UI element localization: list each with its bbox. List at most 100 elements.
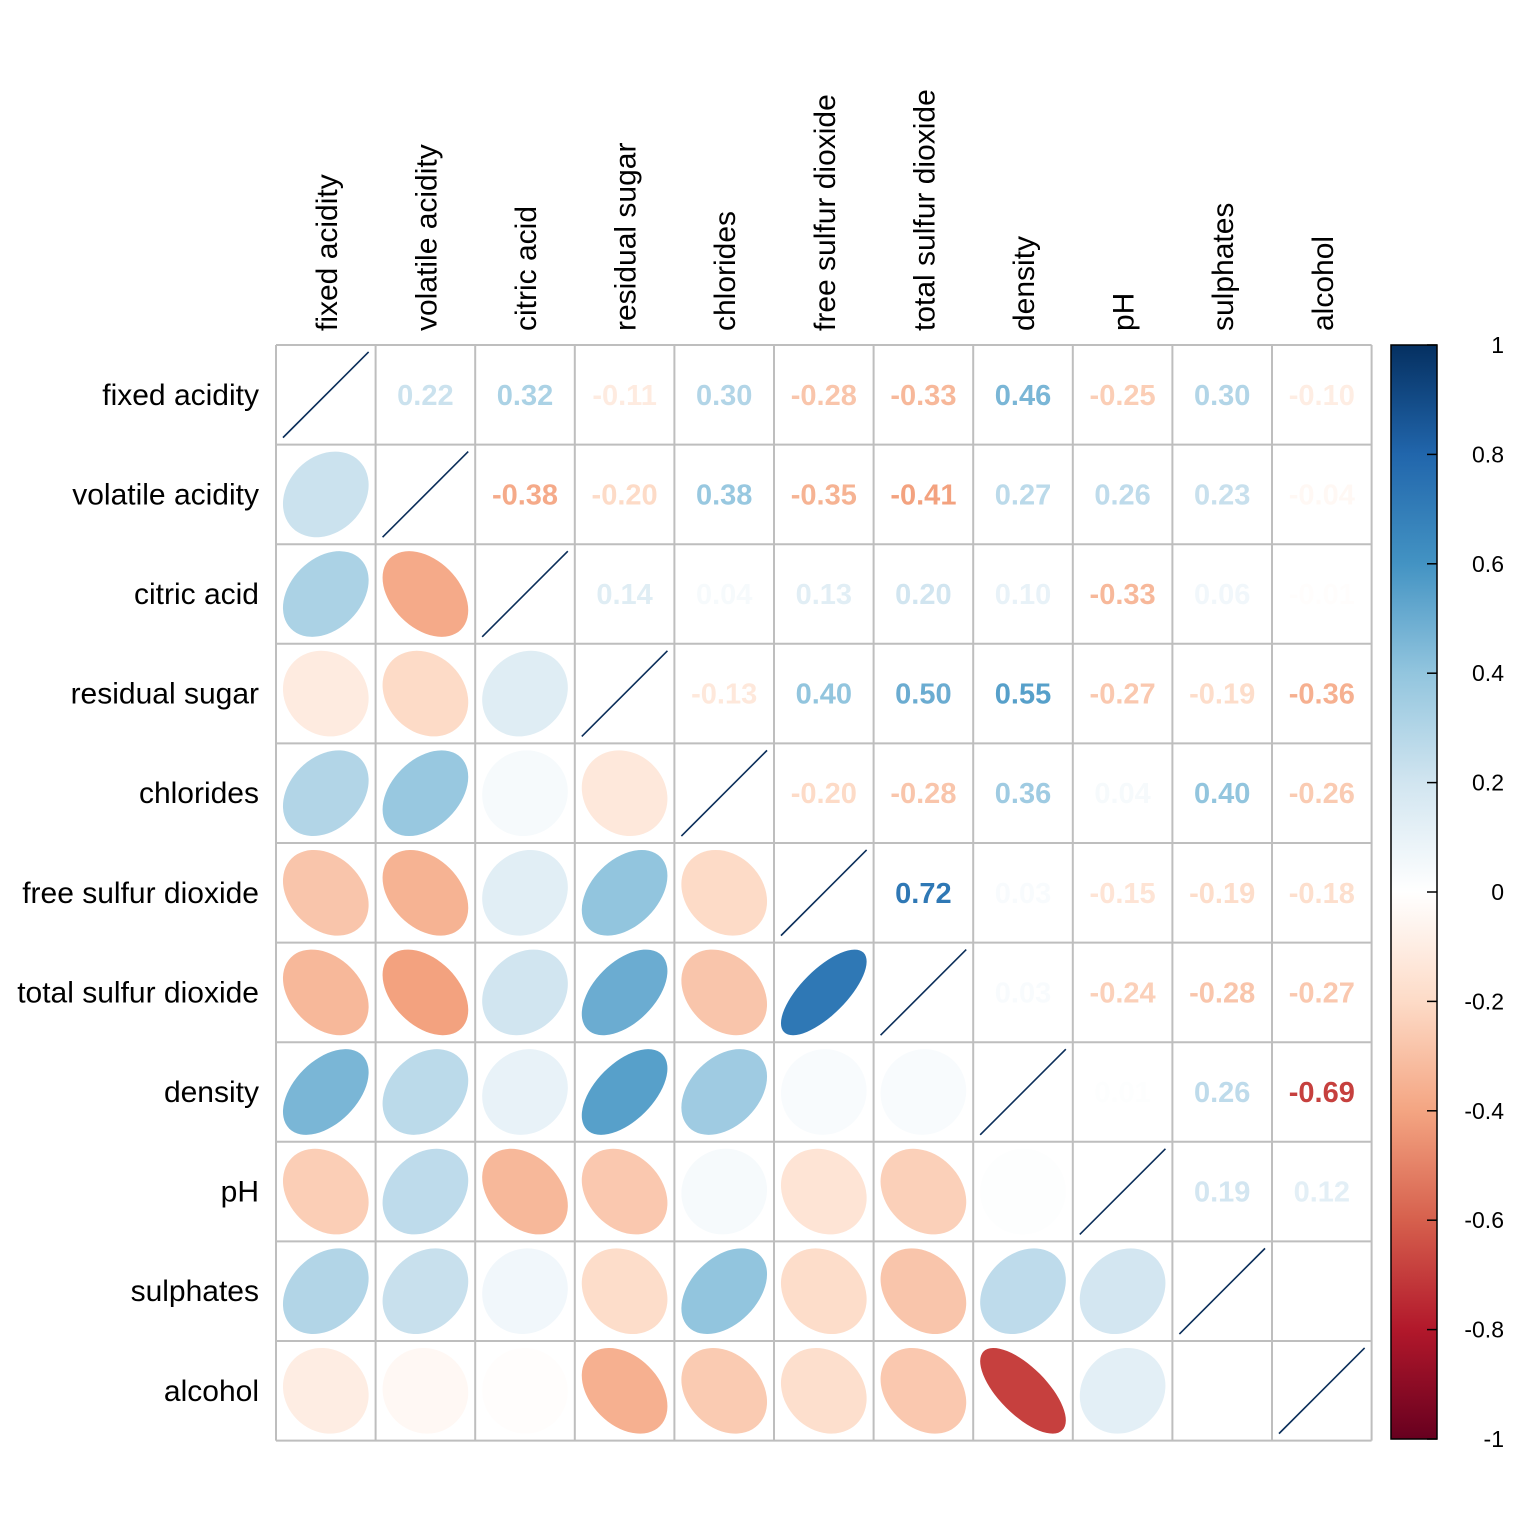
ellipse-cell-free-sulfur-dioxide-fixed-acidity xyxy=(282,849,369,936)
column-label-total-sulfur-dioxide: total sulfur dioxide xyxy=(908,89,941,331)
ellipse-cell-residual-sugar-fixed-acidity xyxy=(282,650,369,737)
coef-label-cell-ph-alcohol: 0.12 xyxy=(1294,1177,1350,1209)
diagonal-line-citric-acid xyxy=(481,550,569,638)
diagonal-line-chlorides xyxy=(680,749,768,837)
coef-label-cell-free-sulfur-dioxide-alcohol: -0.18 xyxy=(1289,878,1355,910)
coef-label-cell-free-sulfur-dioxide-density: 0.03 xyxy=(995,878,1051,910)
ellipse-cell-chlorides-volatile-acidity xyxy=(382,750,469,837)
ellipse-cell-chlorides-residual-sugar xyxy=(581,750,668,837)
diagonal-line-ph xyxy=(1079,1148,1166,1235)
ellipse-cell-density-free-sulfur-dioxide xyxy=(780,1049,867,1135)
ellipse-cell-alcohol-fixed-acidity xyxy=(282,1347,369,1434)
ellipse-cell-alcohol-density xyxy=(980,1347,1066,1434)
coef-label-cell-residual-sugar-ph: -0.27 xyxy=(1090,679,1156,711)
column-label-fixed-acidity: fixed acidity xyxy=(311,174,344,331)
colorbar-tick-label: 1 xyxy=(1491,332,1504,358)
ellipse-cell-total-sulfur-dioxide-volatile-acidity xyxy=(382,949,469,1036)
colorbar-tick-label: 0 xyxy=(1491,879,1504,905)
colorbar-tick-label: -0.6 xyxy=(1464,1207,1504,1233)
coef-label-cell-total-sulfur-dioxide-sulphates: -0.28 xyxy=(1189,977,1255,1009)
coef-label-cell-citric-acid-density: 0.10 xyxy=(995,579,1051,611)
coef-label-cell-density-sulphates: 0.26 xyxy=(1194,1077,1250,1109)
ellipse-cell-density-total-sulfur-dioxide xyxy=(880,1049,967,1135)
column-label-density: density xyxy=(1008,236,1041,331)
ellipse-cell-free-sulfur-dioxide-volatile-acidity xyxy=(382,849,469,936)
ellipse-cell-citric-acid-fixed-acidity xyxy=(282,551,369,637)
ellipse-cell-citric-acid-volatile-acidity xyxy=(382,551,469,637)
coef-label-cell-chlorides-total-sulfur-dioxide: -0.28 xyxy=(890,778,956,810)
ellipse-cell-ph-citric-acid xyxy=(482,1148,568,1235)
coef-label-cell-residual-sugar-free-sulfur-dioxide: 0.40 xyxy=(796,679,852,711)
ellipse-cell-density-chlorides xyxy=(681,1049,768,1135)
coef-label-cell-chlorides-alcohol: -0.26 xyxy=(1289,778,1355,810)
coef-label-cell-residual-sugar-total-sulfur-dioxide: 0.50 xyxy=(895,679,951,711)
coef-label-cell-citric-acid-alcohol: -0.01 xyxy=(1289,579,1355,611)
ellipse-cell-alcohol-free-sulfur-dioxide xyxy=(780,1347,867,1434)
diagonal-line-free-sulfur-dioxide xyxy=(780,849,868,937)
diagonal-line-residual-sugar xyxy=(581,650,668,737)
coef-label-cell-citric-acid-total-sulfur-dioxide: 0.20 xyxy=(895,579,951,611)
coef-label-cell-free-sulfur-dioxide-sulphates: -0.19 xyxy=(1189,878,1255,910)
row-label-residual-sugar: residual sugar xyxy=(71,678,259,711)
column-label-sulphates: sulphates xyxy=(1207,203,1240,331)
ellipse-cell-free-sulfur-dioxide-residual-sugar xyxy=(581,849,668,936)
ellipse-cell-free-sulfur-dioxide-citric-acid xyxy=(482,849,568,936)
coef-label-cell-volatile-acidity-alcohol: -0.04 xyxy=(1289,479,1355,511)
ellipse-cell-alcohol-chlorides xyxy=(681,1347,768,1434)
colorbar-tick-label: -0.4 xyxy=(1464,1098,1504,1124)
matrix-cells: 0.22 0.32 -0.11 0.30 -0.28 -0.33 0.46 -0.25 0.30… xyxy=(282,351,1366,1435)
ellipse-cell-alcohol-citric-acid xyxy=(482,1347,568,1434)
ellipse-cell-alcohol-residual-sugar xyxy=(581,1347,668,1434)
coef-label-cell-volatile-acidity-sulphates: 0.23 xyxy=(1194,479,1250,511)
coef-label-cell-total-sulfur-dioxide-density: 0.03 xyxy=(995,977,1051,1009)
coef-label-cell-fixed-acidity-density: 0.46 xyxy=(995,380,1051,412)
ellipse-cell-ph-density xyxy=(980,1148,1066,1235)
diagonal-line-volatile-acidity xyxy=(382,451,469,538)
ellipse-cell-density-fixed-acidity xyxy=(282,1049,369,1135)
coef-label-cell-citric-acid-free-sulfur-dioxide: 0.13 xyxy=(796,579,852,611)
diagonal-line-sulphates xyxy=(1178,1247,1266,1335)
ellipse-cell-ph-fixed-acidity xyxy=(282,1148,369,1235)
ellipse-cell-alcohol-sulphates xyxy=(1179,1347,1266,1434)
ellipse-cell-ph-chlorides xyxy=(681,1148,768,1235)
ellipse-cell-total-sulfur-dioxide-citric-acid xyxy=(482,949,568,1036)
ellipse-cell-sulphates-residual-sugar xyxy=(581,1248,668,1335)
ellipse-cell-sulphates-free-sulfur-dioxide xyxy=(780,1248,867,1335)
ellipse-cell-density-residual-sugar xyxy=(581,1049,668,1135)
coef-label-cell-ph-sulphates: 0.19 xyxy=(1194,1177,1250,1209)
column-label-free-sulfur-dioxide: free sulfur dioxide xyxy=(809,94,842,331)
ellipse-cell-total-sulfur-dioxide-fixed-acidity xyxy=(282,949,369,1036)
column-label-citric-acid: citric acid xyxy=(510,206,543,331)
coef-label-cell-residual-sugar-chlorides: -0.13 xyxy=(691,679,757,711)
column-label-ph: pH xyxy=(1108,293,1141,331)
coef-label-cell-fixed-acidity-alcohol: -0.10 xyxy=(1289,380,1355,412)
coef-label-cell-fixed-acidity-sulphates: 0.30 xyxy=(1194,380,1250,412)
coef-label-cell-total-sulfur-dioxide-ph: -0.24 xyxy=(1090,977,1156,1009)
coef-label-cell-volatile-acidity-citric-acid: -0.38 xyxy=(492,479,558,511)
coef-label-cell-residual-sugar-density: 0.55 xyxy=(995,679,1051,711)
coef-label-cell-citric-acid-sulphates: 0.06 xyxy=(1194,579,1250,611)
colorbar-tick-label: 0.8 xyxy=(1472,441,1504,467)
ellipse-cell-sulphates-ph xyxy=(1079,1248,1166,1335)
row-label-density: density xyxy=(164,1076,259,1109)
coef-label-cell-fixed-acidity-residual-sugar: -0.11 xyxy=(592,380,657,412)
row-label-total-sulfur-dioxide: total sulfur dioxide xyxy=(17,976,259,1009)
coef-label-cell-chlorides-sulphates: 0.40 xyxy=(1194,778,1250,810)
column-label-volatile-acidity: volatile acidity xyxy=(410,144,443,331)
coef-label-cell-volatile-acidity-ph: 0.26 xyxy=(1094,479,1150,511)
coef-label-cell-chlorides-ph: 0.04 xyxy=(1094,778,1150,810)
colorbar-tick-label: -1 xyxy=(1484,1426,1504,1452)
column-label-alcohol: alcohol xyxy=(1307,236,1340,331)
coef-label-cell-fixed-acidity-ph: -0.25 xyxy=(1090,380,1156,412)
colorbar-tick-label: -0.2 xyxy=(1464,988,1504,1014)
coef-label-cell-volatile-acidity-total-sulfur-dioxide: -0.41 xyxy=(890,479,956,511)
row-label-free-sulfur-dioxide: free sulfur dioxide xyxy=(22,877,259,910)
matrix-grid xyxy=(275,344,1373,1442)
coef-label-cell-citric-acid-chlorides: 0.04 xyxy=(696,579,752,611)
coef-label-cell-fixed-acidity-free-sulfur-dioxide: -0.28 xyxy=(791,380,857,412)
coef-label-cell-volatile-acidity-free-sulfur-dioxide: -0.35 xyxy=(791,479,857,511)
diagonal-line-alcohol xyxy=(1278,1347,1366,1435)
coef-label-cell-free-sulfur-dioxide-ph: -0.15 xyxy=(1090,878,1156,910)
ellipse-cell-chlorides-citric-acid xyxy=(482,750,568,837)
ellipse-cell-sulphates-chlorides xyxy=(681,1248,768,1335)
